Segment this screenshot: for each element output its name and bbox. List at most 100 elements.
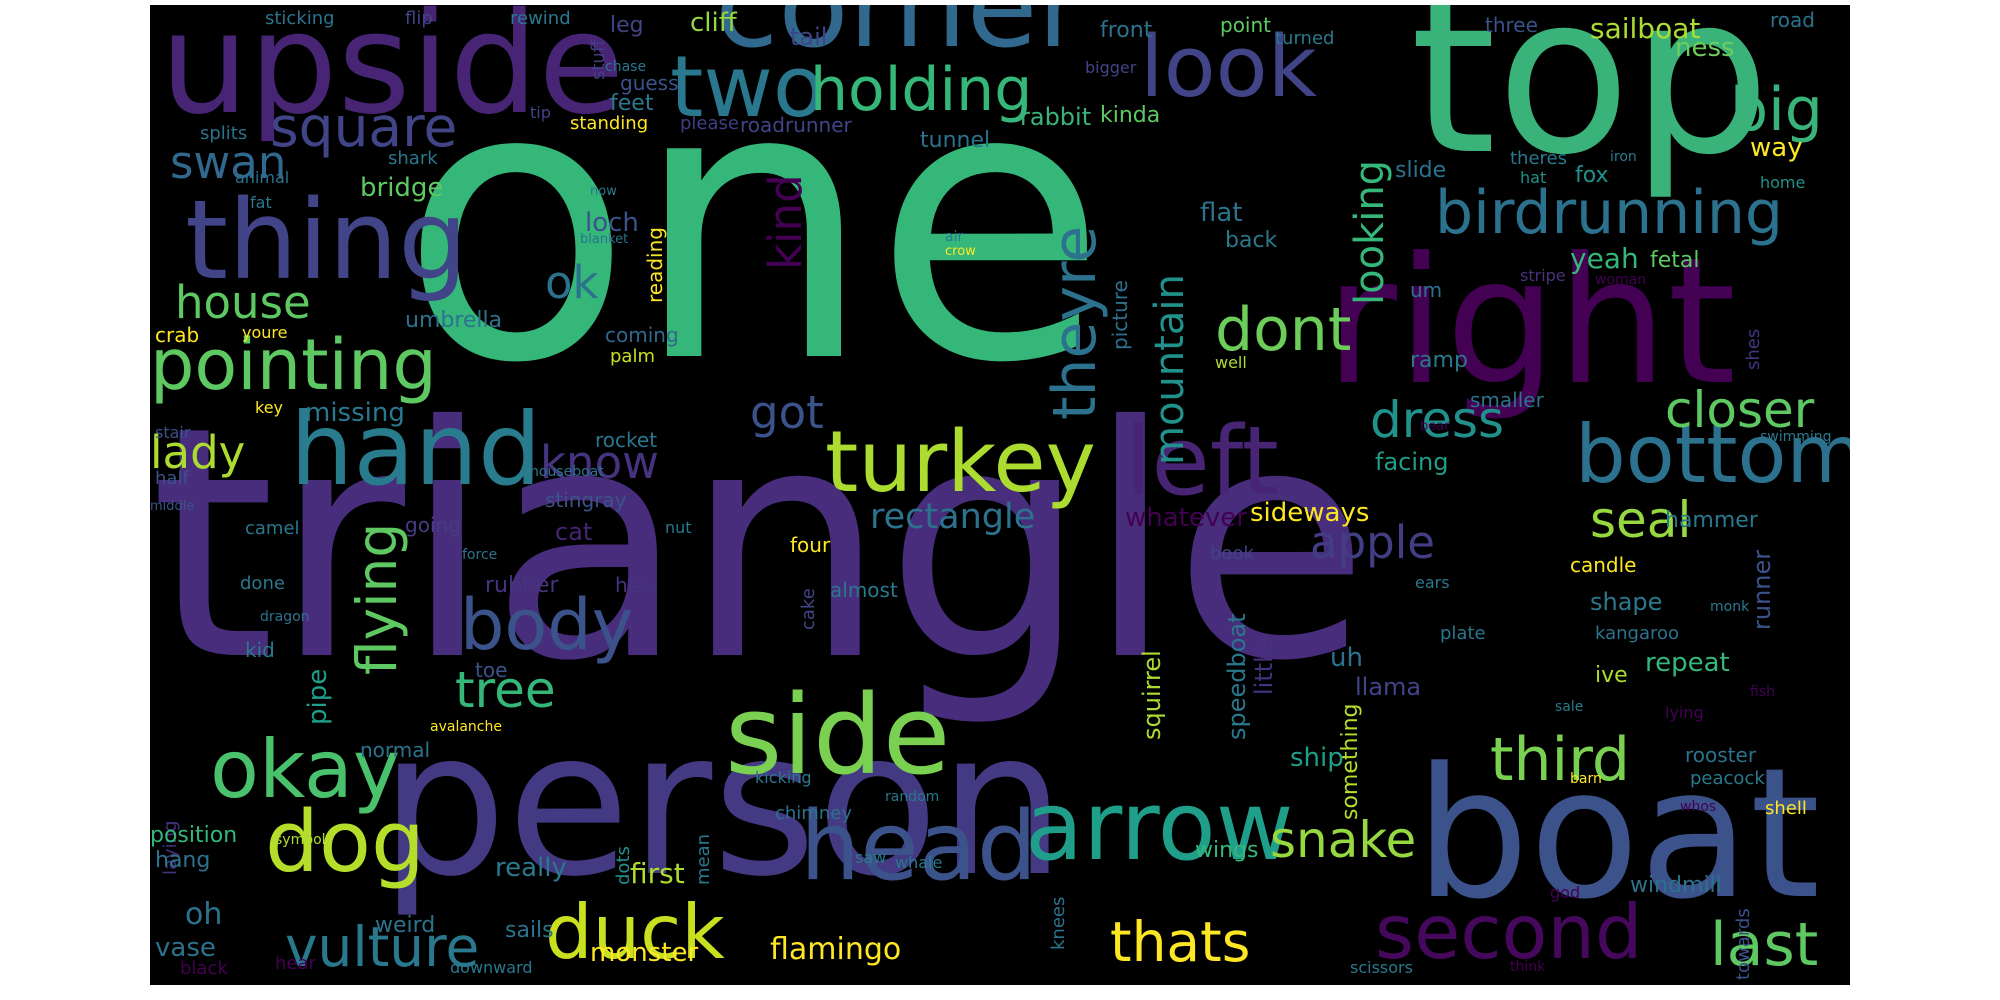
word-last: last [1710,910,1819,980]
word-side: side [725,671,951,799]
word-hat: hat [1520,168,1547,187]
word-blanket: blanket [580,232,629,247]
word-little: little [1250,641,1278,695]
word-going: going [405,513,461,537]
word-holding: holding [810,55,1033,125]
word-sticking: sticking [265,8,335,29]
word-boat: boat [1415,730,1821,939]
word-back: back [1225,228,1278,253]
word-smaller: smaller [1470,388,1544,412]
word-know: know [540,436,659,489]
word-arrow: arrow [1025,772,1294,882]
word-whos: whos [1680,799,1717,815]
word-plate: plate [1440,623,1486,644]
word-uh: uh [1330,643,1363,673]
word-missing: missing [305,398,405,428]
word-yeah: yeah [1570,242,1639,275]
word-key: key [255,398,284,417]
word-pointing: pointing [150,324,437,406]
word-force: force [462,547,498,563]
word-feet: feet [610,91,654,116]
word-hear: hear [275,953,316,974]
word-seal: seal [1590,491,1692,549]
word-windmill: windmill [1630,873,1722,898]
word-lying: lying [1665,703,1704,722]
word-top: top [1410,5,1771,203]
word-half: half [155,468,189,489]
word-please: please [680,113,739,134]
word-tail: tail [790,23,828,51]
word-crow: crow [945,244,976,259]
word-right: right [1325,221,1737,424]
word-god: god [1550,883,1581,902]
word-ness: ness [1675,33,1735,63]
word-ramp: ramp [1410,348,1468,373]
word-dragon: dragon [260,609,310,625]
word-road: road [1770,8,1815,32]
word-left: left [1125,407,1279,517]
word-speedboat: speedboat [1223,613,1251,740]
word-bigger: bigger [1085,58,1137,77]
word-facing: facing [1375,448,1449,476]
word-rectangle: rectangle [870,497,1036,537]
word-shell: shell [1765,798,1807,819]
word-flamingo: flamingo [770,932,902,967]
word-hes: hes [615,573,651,597]
word-first: first [630,857,685,890]
word-peacock: peacock [1690,768,1765,789]
word-got: got [750,386,824,439]
word-stingray: stingray [545,488,627,512]
word-camel: camel [245,518,300,539]
word-candle: candle [1570,553,1637,577]
word-kid: kid [245,638,275,662]
word-nut: nut [665,518,692,537]
word-kinda: kinda [1100,103,1161,128]
word-slide: slide [1395,158,1447,183]
word-point: point [1220,13,1272,37]
word-fox: fox [1575,163,1609,188]
word-third: third [1490,725,1630,795]
word-bear: bear [1420,419,1450,434]
word-crab: crab [155,323,200,347]
word-youre: youre [242,323,288,342]
word-leg: leg [610,13,644,38]
word-thing: thing [185,176,468,304]
word-ship: ship [1290,743,1344,773]
word-turned: turned [1275,28,1335,49]
word-avalanche: avalanche [430,719,502,735]
word-triangle: triangle [150,359,1370,731]
word-ok: ok [545,256,599,309]
word-home: home [1760,173,1806,192]
word-swimming: swimming [1760,429,1832,445]
word-fetal: fetal [1650,248,1700,273]
word-woman: woman [1595,272,1647,288]
word-whatever: whatever [1125,503,1247,533]
word-dog: dog [265,793,425,892]
word-cliff: cliff [690,8,737,38]
word-sails: sails [505,918,554,943]
word-ive: ive [1595,663,1628,688]
word-duck: duck [545,888,725,976]
word-look: look [1140,18,1317,117]
word-person: person [380,688,1066,921]
word-guess: guess [620,71,679,95]
word-rocket: rocket [595,428,658,452]
word-sailboat: sailboat [1590,12,1701,45]
word-scissors: scissors [1350,958,1413,977]
word-squirrel: squirrel [1138,650,1166,740]
word-turkey: turkey [825,413,1096,512]
word-done: done [240,573,285,594]
word-animal: animal [235,168,290,187]
word-house: house [175,276,311,329]
word-houseboat: houseboat [530,464,604,480]
word-position: position [150,823,238,848]
word-head: head [800,792,1038,902]
word-middle: middle [150,499,195,514]
word-tree: tree [455,661,556,719]
word-lady: lady [150,426,246,479]
word-rewind: rewind [510,8,571,29]
word-tunnel: tunnel [920,128,991,153]
word-fish: fish [1750,684,1775,700]
word-mean: mean [693,833,714,885]
word-well: well [1215,353,1247,372]
